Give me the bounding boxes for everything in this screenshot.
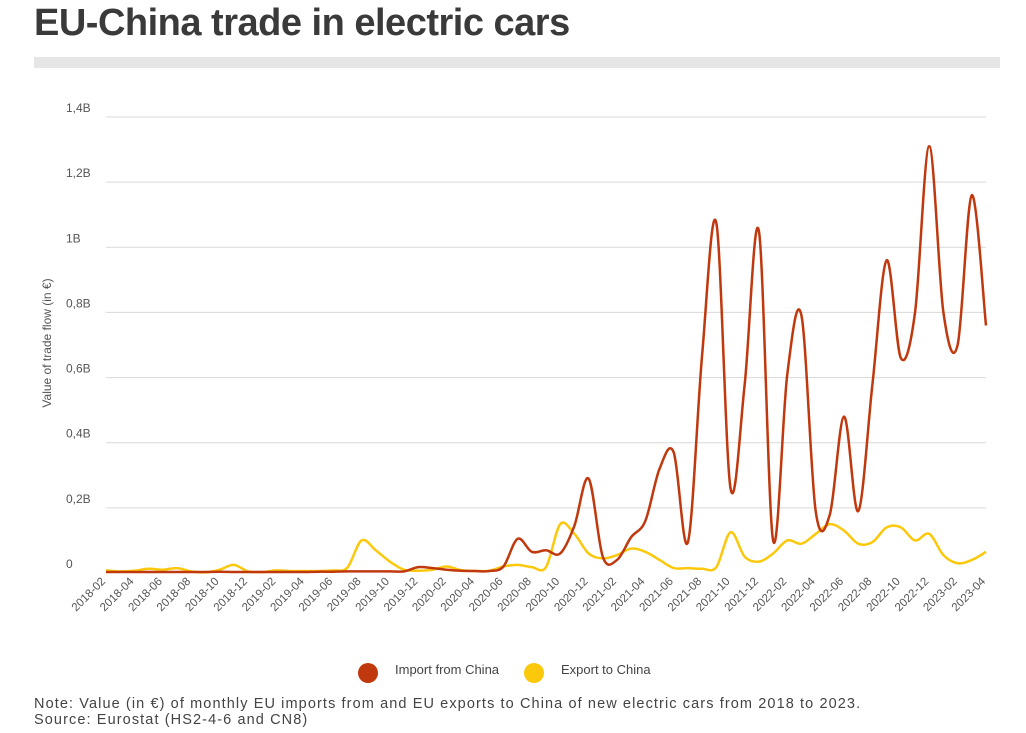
y-axis-ticks: 0 0,2B 0,4B 0,6B 0,8B 1B 1,2B 1,4B [66, 101, 91, 571]
legend-marker-import [358, 663, 378, 683]
export-series-line [105, 521, 987, 574]
legend-label-export: Export to China [561, 662, 651, 677]
x-axis-ticks: 2018-022018-042018-062018-082018-102018-… [70, 575, 989, 614]
legend-marker-export [524, 663, 544, 683]
y-tick-label: 1,2B [66, 166, 91, 180]
y-tick-label: 0,6B [66, 362, 91, 376]
import-series-line [105, 145, 988, 574]
note-text: Note: Value (in €) of monthly EU imports… [34, 696, 862, 712]
source-text: Source: Eurostat (HS2-4-6 and CN8) [34, 712, 309, 728]
legend: Import from China Export to China [358, 662, 651, 683]
y-axis-label: Value of trade flow (in €) [40, 278, 54, 407]
chart-title: EU-China trade in electric cars [34, 2, 570, 44]
chart-note: Note: Value (in €) of monthly EU imports… [34, 696, 861, 728]
series-lines [105, 145, 988, 574]
y-tick-label: 1B [66, 231, 81, 245]
y-tick-label: 0,8B [66, 296, 91, 310]
y-tick-label: 0,2B [66, 492, 91, 506]
legend-label-import: Import from China [395, 662, 500, 677]
y-tick-label: 0,4B [66, 427, 91, 441]
y-tick-label: 0 [66, 557, 73, 571]
title-underline-bar [34, 57, 1000, 68]
y-tick-label: 1,4B [66, 101, 91, 115]
grid-lines [106, 116, 986, 509]
